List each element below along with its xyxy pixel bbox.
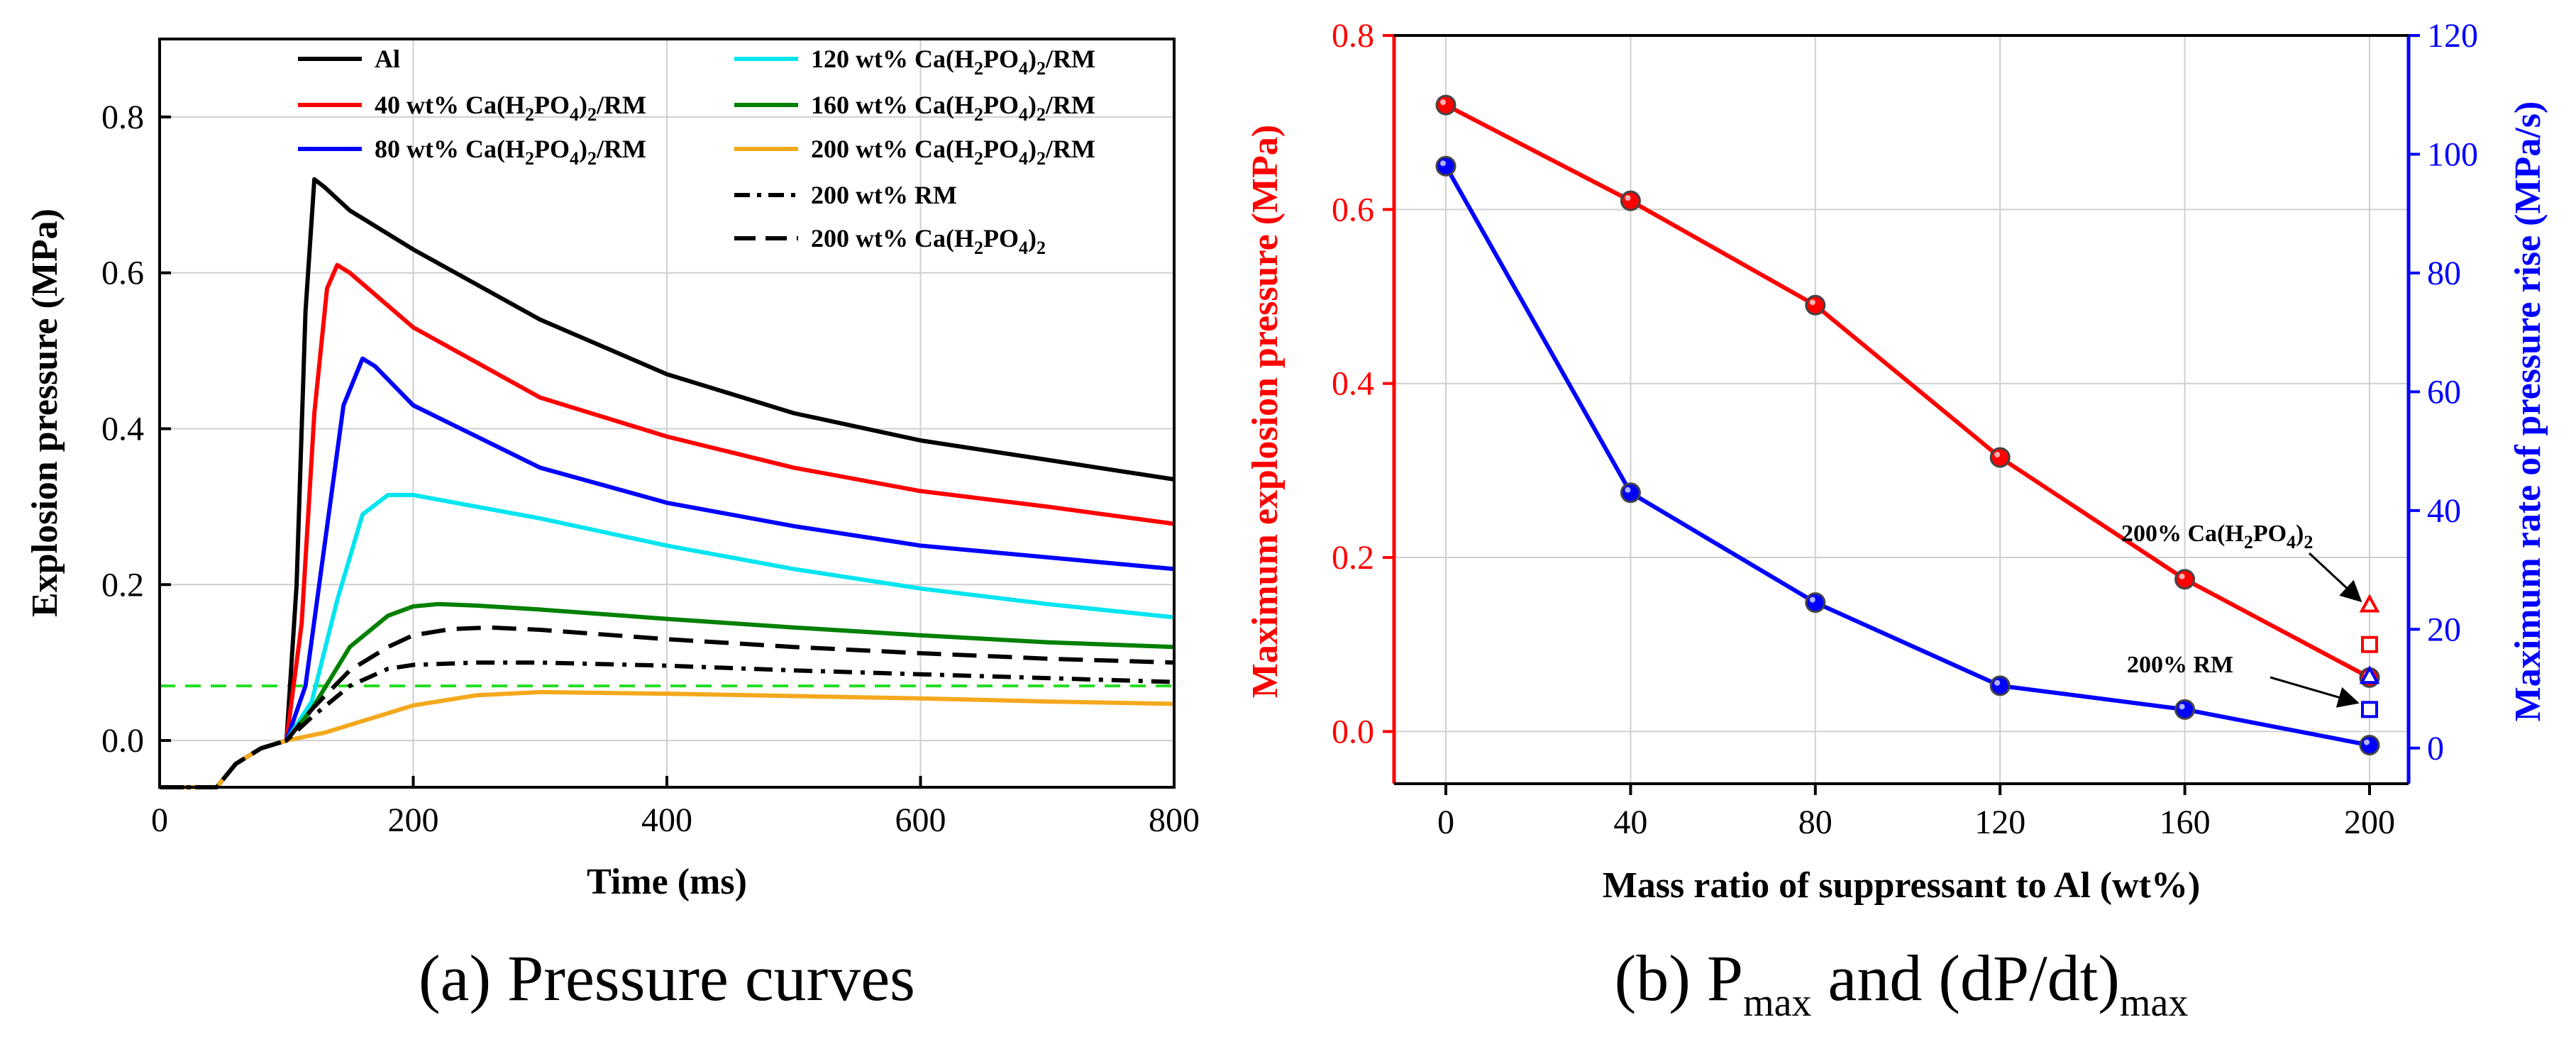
panel-b-left-tick-label: 0.0	[1332, 713, 1374, 750]
panel-b-point-highlight	[1994, 451, 2001, 457]
panel-b-x-tick-label: 120	[1974, 804, 2025, 841]
panel-a-y-axis-label: Explosion pressure (MPa)	[25, 209, 65, 617]
panel-b-data-point	[1620, 190, 1641, 211]
panel-a-x-axis-label: Time (ms)	[587, 862, 747, 902]
panel-a-legend-label: 160 wt% Ca(H2PO4)2/RM	[811, 91, 1095, 125]
panel-b-point-highlight	[1994, 679, 2001, 686]
panel-b-data-point	[2174, 569, 2196, 590]
panel-a-y-tick-label: 0.6	[101, 255, 144, 292]
panel-b-right-tick-label: 0	[2427, 730, 2444, 767]
panel-b-data-point	[1620, 482, 1641, 504]
panel-b-left-axis-label: Maximum explosion pressure (MPa)	[1245, 125, 1286, 698]
panel-a-legend-label: 80 wt% Ca(H2PO4)2/RM	[375, 135, 646, 169]
panel-b-x-axis-label: Mass ratio of suppressant to Al (wt%)	[1603, 865, 2201, 906]
panel-a-x-tick-label: 0	[151, 801, 168, 839]
panel-b-right-tick-label: 120	[2427, 17, 2478, 55]
panel-b-point-highlight	[1809, 596, 1815, 603]
panel-a-pressure-curves: 0 200 400 600 800 0.0 0.2 0.4 0.6 0.8 Al 40 wt% Ca…	[25, 38, 1200, 1014]
panel-b-left-tick-label: 0.4	[1332, 365, 1374, 403]
panel-b-ticks: 0 40 80 120 160 200 0.0 0.2 0.4 0.6 0.8 0 20 40 60 80 10…	[1332, 17, 2478, 841]
panel-b-x-tick-label: 160	[2160, 804, 2211, 841]
panel-a-legend-label: Al	[375, 45, 400, 73]
panel-b-annotation-rm: 200% RM	[2127, 652, 2233, 678]
panel-a-legend-label: 200 wt% Ca(H2PO4)2	[811, 224, 1046, 258]
panel-a-grid	[160, 39, 1174, 787]
panel-a-legend-label: 200 wt% Ca(H2PO4)2/RM	[811, 135, 1095, 169]
panel-b-annotation-ca: 200% Ca(H2PO4)2	[2121, 521, 2313, 552]
panel-b-point-highlight	[1625, 195, 1631, 201]
panel-b-point-highlight	[1440, 99, 1446, 106]
panel-b-arrow-rm	[2270, 676, 2360, 708]
panel-b-point-highlight	[1625, 487, 1631, 493]
panel-b-point-highlight	[2179, 704, 2185, 710]
panel-b-data-point	[1805, 592, 1826, 613]
panel-b-right-tick-label: 20	[2427, 611, 2461, 648]
panel-a-ticks: 0 200 400 600 800 0.0 0.2 0.4 0.6 0.8	[101, 99, 1200, 839]
panel-b-x-tick-label: 200	[2344, 804, 2395, 841]
panel-b-left-tick-label: 0.2	[1332, 539, 1374, 577]
panel-b-data-point	[1435, 94, 1456, 116]
panel-b-square-marker	[2361, 701, 2378, 718]
panel-a-x-tick-label: 800	[1149, 801, 1200, 839]
panel-b-data-point	[2359, 735, 2380, 756]
panel-a-y-tick-label: 0.8	[101, 99, 144, 136]
panel-b-right-tick-label: 80	[2427, 255, 2461, 292]
panel-a-y-tick-label: 0.0	[101, 722, 144, 760]
panel-a-x-tick-label: 200	[388, 801, 439, 839]
panel-a-legend: Al 40 wt% Ca(H2PO4)2/RM 80 wt% Ca(H2PO4)2/…	[298, 45, 1095, 258]
panel-b-triangle-marker	[2359, 665, 2380, 684]
panel-a-legend-label: 200 wt% RM	[811, 181, 957, 209]
panel-b-x-tick-label: 40	[1613, 804, 1647, 841]
panel-b-annotations: 200% Ca(H2PO4)2 200% RM	[2121, 521, 2362, 708]
panel-a-caption: (a) Pressure curves	[419, 942, 915, 1014]
panel-b-right-tick-label: 100	[2427, 135, 2478, 173]
panel-a-series-line	[160, 660, 1175, 789]
panel-b-series-line	[1444, 103, 2371, 679]
panel-b-triangle-marker	[2359, 594, 2380, 613]
panel-b-series-line	[1444, 165, 2370, 748]
panel-a-x-tick-label: 600	[895, 801, 946, 839]
panel-b-x-tick-label: 0	[1437, 804, 1454, 841]
panel-b-data-point	[1989, 675, 2011, 696]
panel-a-series-lines	[160, 177, 1175, 789]
panel-b-x-tick-label: 80	[1798, 804, 1833, 841]
panel-b-data-point	[1989, 447, 2011, 468]
panel-b-point-highlight	[2179, 573, 2185, 579]
panel-b-right-axis-label: Maximum rate of pressure rise (MPa/s)	[2508, 101, 2548, 722]
panel-b-point-highlight	[1809, 299, 1815, 306]
panel-b-point-highlight	[2364, 739, 2370, 745]
panel-b-grid	[1394, 35, 2409, 784]
panel-a-x-tick-label: 400	[641, 801, 692, 839]
panel-b-left-tick-label: 0.6	[1332, 191, 1374, 228]
panel-b-arrow-ca	[2308, 552, 2362, 603]
panel-b-data-point	[2174, 699, 2196, 720]
panel-a-series-line	[160, 689, 1175, 789]
panel-b-extra-points	[2359, 594, 2380, 718]
panel-b-series-lines	[1435, 94, 2380, 756]
panel-a-y-tick-label: 0.4	[101, 410, 144, 448]
panel-b-point-highlight	[1440, 160, 1446, 167]
panel-b-left-tick-label: 0.8	[1332, 17, 1374, 55]
panel-a-legend-label: 120 wt% Ca(H2PO4)2/RM	[811, 45, 1095, 79]
panel-b-pmax-dpdt: 0 40 80 120 160 200 0.0 0.2 0.4 0.6 0.8 0 20 40 60 80 10…	[1245, 17, 2548, 1025]
panel-b-right-tick-label: 60	[2427, 373, 2461, 411]
panel-a-y-tick-label: 0.2	[101, 566, 144, 604]
panel-b-data-point	[1805, 294, 1826, 316]
panel-a-legend-label: 40 wt% Ca(H2PO4)2/RM	[375, 91, 646, 125]
panel-b-square-marker	[2361, 635, 2378, 653]
panel-b-right-tick-label: 40	[2427, 492, 2461, 530]
panel-b-data-point	[1435, 155, 1456, 177]
panel-a-series-line	[160, 625, 1175, 789]
panel-b-caption: (b) Pmax and (dP/dt)max	[1615, 942, 2189, 1025]
